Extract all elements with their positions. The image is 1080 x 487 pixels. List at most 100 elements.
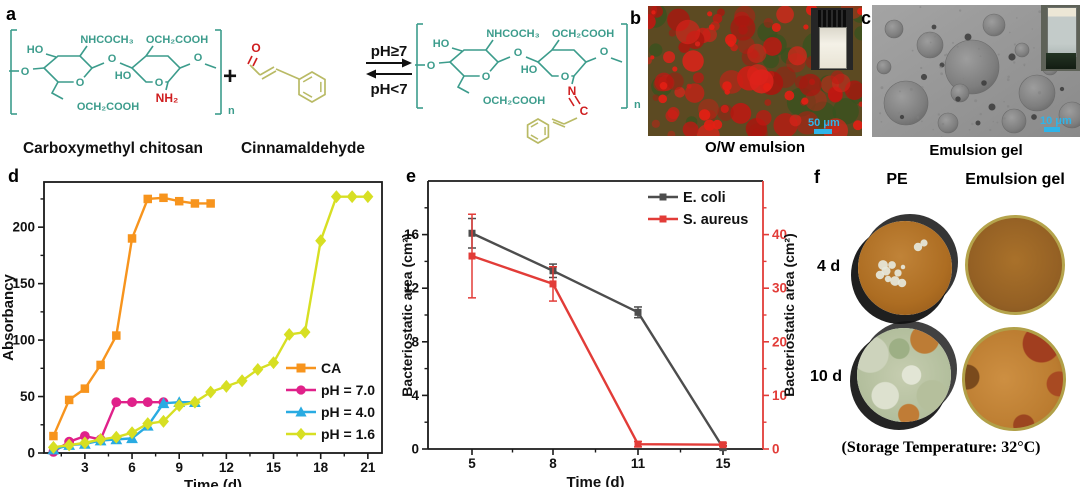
row-label-4d: 4 d (817, 258, 841, 275)
series-CA (49, 193, 215, 441)
data-point (295, 427, 307, 441)
panel-label-a: a (6, 4, 17, 24)
reactant2-name: Cinnamaldehyde (241, 140, 365, 157)
panel-label-c: c (861, 8, 872, 28)
atom-label-o_right: O (600, 46, 609, 58)
right-axis-label: Bacteriostatic area (cm²) (781, 233, 797, 396)
data-point (80, 384, 90, 393)
data-point (47, 440, 59, 454)
right-tick-label: 40 (772, 227, 787, 242)
equilibrium-arrows: pH≥7 pH<7 (366, 43, 412, 98)
data-point (142, 397, 153, 408)
data-point (112, 331, 121, 340)
legend-item-CA: CA (286, 360, 341, 376)
aldehyde-oxygen-label: O (251, 41, 260, 55)
vial-cap (818, 10, 846, 27)
fluorescence-micrograph-emulsion: 50 μm (648, 6, 862, 136)
y-tick-label: 50 (20, 389, 35, 404)
y-tick-label: 150 (12, 276, 35, 291)
data-point (79, 431, 90, 442)
right-tick-label: 0 (772, 442, 780, 457)
data-point (315, 234, 327, 248)
data-point (173, 399, 185, 413)
plus-sign: + (223, 63, 237, 90)
data-point (205, 385, 217, 399)
sem-micrograph-emulsion-gel: 10 μm (872, 5, 1080, 137)
x-tick-label: 5 (468, 456, 476, 471)
data-point (296, 363, 306, 373)
atom-label-ho_mid: HO (115, 70, 132, 82)
right-tick-label: 30 (772, 281, 787, 296)
data-point (126, 426, 138, 440)
ph-condition-reverse: pH<7 (370, 81, 407, 98)
data-point (659, 215, 667, 223)
legend-label: pH = 1.6 (321, 426, 375, 442)
atom-label-o_bridge: O (514, 47, 523, 59)
x-axis-label: Time (d) (184, 477, 242, 487)
atom-label-n_index: n (634, 99, 641, 111)
x-tick-label: 15 (715, 456, 731, 471)
series-E. coli (468, 217, 727, 452)
phenyl-ring (298, 71, 326, 103)
sample-photo-pe-10d (857, 328, 951, 422)
ring-oxygen-label: O (155, 77, 164, 89)
left-tick-label: 4 (411, 388, 419, 403)
x-tick-label: 8 (549, 456, 557, 471)
legend-item-E. coli: E. coli (648, 190, 726, 206)
data-point (111, 397, 122, 408)
absorbance-release-chart: 3 6 9 12 15 18 21 0 50 100 150 200 Time (d) Absorbanc… (0, 181, 383, 487)
data-point (295, 406, 307, 417)
right-tick-label: 20 (772, 334, 787, 349)
left-tick-label: 0 (411, 442, 419, 457)
data-point (127, 234, 137, 243)
data-point (362, 190, 374, 204)
data-point (659, 193, 667, 201)
data-point (299, 325, 311, 339)
data-point (174, 196, 184, 206)
atom-label-ho_mid: HO (521, 64, 538, 76)
data-point (49, 431, 58, 441)
x-tick-label: 21 (360, 460, 376, 475)
data-point (189, 395, 201, 409)
sample-photo-gel-10d (962, 327, 1066, 431)
carboxymethyl-chitosan-structure: O HO NHCOCH₃ OCH₂COOH O HO OCH₂COOH On O O NH₂ (9, 29, 235, 117)
data-point (159, 193, 168, 203)
x-tick-label: 12 (219, 460, 234, 475)
atom-label-och2cooh_top: OCH₂COOH (552, 28, 614, 40)
column-header-emulsion-gel: Emulsion gel (965, 171, 1065, 188)
legend-label: pH = 4.0 (321, 404, 375, 420)
atom-label-o_left: O (427, 60, 436, 72)
ph-condition-forward: pH≥7 (371, 43, 408, 60)
data-point (283, 327, 295, 341)
mold-spots (875, 239, 928, 288)
data-point (634, 440, 642, 448)
x-tick-label: 9 (175, 460, 183, 475)
panel-c-caption: Emulsion gel (929, 142, 1023, 159)
data-point (96, 360, 105, 370)
panel-label-e: e (406, 166, 417, 186)
data-point (252, 362, 264, 376)
legend-item-pH = 1.6: pH = 1.6 (286, 426, 375, 442)
atom-label-o_bridge: O (108, 53, 117, 65)
left-tick-label: 16 (404, 227, 420, 242)
imine-carbon-label: C (580, 104, 589, 118)
right-tick-label: 10 (772, 388, 787, 403)
left-axis-label: Bacteriostatic area (cm²) (400, 233, 415, 396)
panel-b-caption: O/W emulsion (704, 139, 805, 156)
data-point (206, 199, 215, 208)
data-point (95, 432, 107, 446)
x-tick-label: 6 (128, 460, 136, 475)
series-S. aureus (468, 213, 727, 449)
ring-oxygen-label: O (76, 77, 85, 89)
panel-label-b: b (630, 8, 641, 28)
left-tick-label: 8 (411, 334, 419, 349)
data-point (63, 438, 75, 452)
x-tick-label: 11 (631, 456, 646, 471)
atom-label-och2cooh_top: OCH₂COOH (146, 34, 208, 46)
data-point (346, 190, 358, 204)
scale-bar-label: 10 μm (1040, 115, 1072, 127)
data-point (190, 199, 200, 208)
data-point (330, 190, 342, 204)
